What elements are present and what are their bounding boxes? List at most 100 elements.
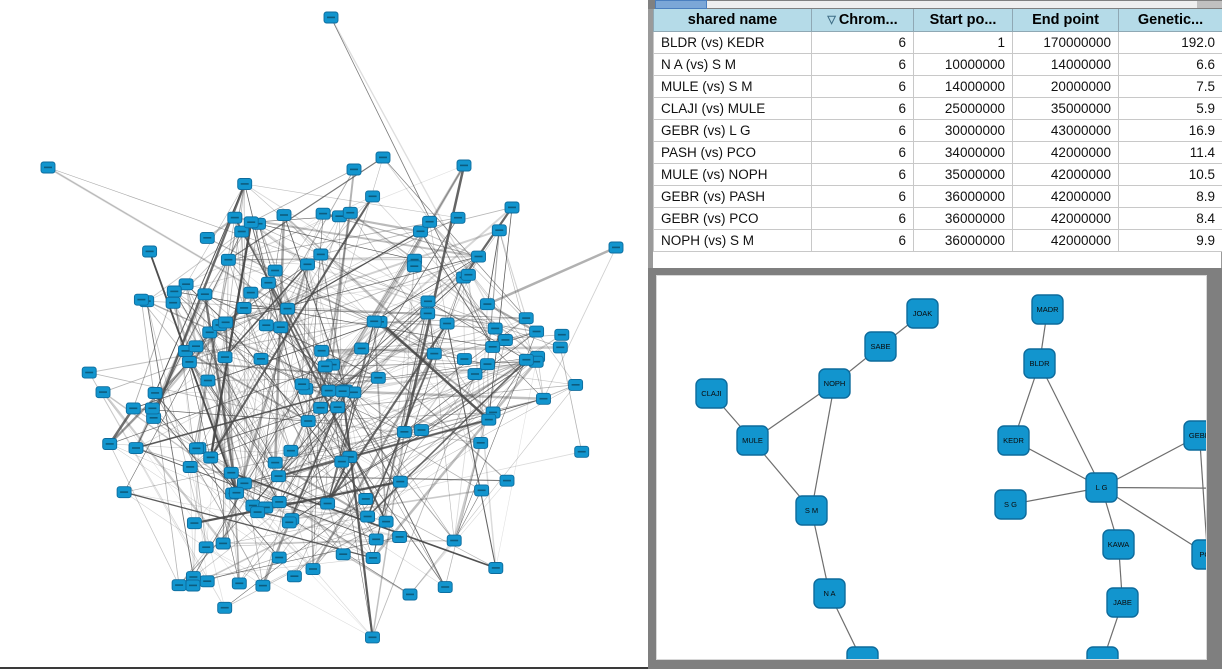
table-cell-genetic[interactable]: 7.5 (1118, 75, 1222, 98)
subnetwork-node-shape[interactable] (1085, 472, 1118, 503)
main-network-node[interactable] (335, 385, 351, 398)
main-network-node[interactable] (378, 515, 394, 528)
main-network-node[interactable] (294, 378, 310, 391)
main-network-node[interactable] (321, 384, 337, 397)
main-network-node[interactable] (283, 444, 299, 457)
main-network-edge[interactable] (146, 300, 343, 463)
main-network-edge[interactable] (206, 547, 373, 638)
main-network-edge[interactable] (267, 282, 387, 523)
main-network-edge[interactable] (278, 475, 328, 504)
main-network-node[interactable] (258, 319, 274, 332)
main-network-node[interactable] (243, 216, 259, 229)
main-network-edge[interactable] (365, 498, 497, 569)
subnetwork-node-shape[interactable] (864, 331, 897, 362)
main-network-edge[interactable] (222, 357, 226, 544)
main-network-node[interactable] (178, 278, 194, 291)
main-network-node[interactable] (568, 378, 584, 391)
main-network-edge[interactable] (223, 539, 455, 545)
subnetwork-node-shape[interactable] (846, 646, 879, 660)
table-cell-genetic[interactable]: 8.4 (1118, 207, 1222, 230)
table-tab-strip[interactable] (648, 0, 1222, 9)
table-cell-shared-name[interactable]: GEBR (vs) PCO (653, 207, 812, 230)
main-network-node[interactable] (536, 392, 551, 405)
table-cell-shared-name[interactable]: PASH (vs) PCO (653, 141, 812, 164)
main-network-edge[interactable] (337, 384, 576, 408)
main-network-node[interactable] (142, 245, 158, 258)
main-network-node[interactable] (271, 551, 287, 564)
main-network-node[interactable] (315, 207, 331, 220)
main-network-edge[interactable] (193, 557, 374, 578)
main-network-edge[interactable] (219, 324, 377, 540)
main-network-node[interactable] (300, 258, 315, 271)
subnetwork-node[interactable]: MULE (736, 425, 769, 456)
main-network-edge[interactable] (385, 266, 415, 522)
column-header-chromosome[interactable]: ▽ Chrom... (811, 9, 914, 32)
main-network-edge[interactable] (185, 350, 309, 422)
main-network-edge[interactable] (453, 331, 537, 541)
main-network-node[interactable] (368, 533, 384, 546)
main-network-node[interactable] (358, 493, 374, 505)
table-cell-chromosome[interactable]: 6 (811, 207, 914, 230)
main-network-edge[interactable] (486, 246, 617, 306)
main-network-edge[interactable] (367, 361, 537, 517)
main-network-edge[interactable] (225, 322, 314, 570)
tab-active-indicator[interactable] (655, 0, 707, 9)
table-cell-start-point[interactable]: 36000000 (913, 207, 1013, 230)
main-network-edge[interactable] (210, 406, 338, 458)
main-network-node[interactable] (375, 151, 391, 164)
main-network-edge[interactable] (372, 373, 476, 638)
subnetwork-node-shape[interactable] (1102, 529, 1135, 560)
table-cell-end-point[interactable]: 14000000 (1012, 53, 1119, 76)
main-network-edge[interactable] (278, 377, 379, 477)
main-network-node[interactable] (231, 577, 247, 590)
main-network-edge[interactable] (420, 230, 479, 258)
main-network-node[interactable] (81, 366, 97, 379)
edge-table-body[interactable]: BLDR (vs) KEDR 6 1 170000000 192.0 N A (vs) S… (653, 31, 1222, 252)
main-network-edge[interactable] (206, 539, 377, 548)
table-cell-shared-name[interactable]: BLDR (vs) KEDR (653, 31, 812, 54)
main-network-edge[interactable] (291, 518, 411, 595)
main-network-node[interactable] (335, 548, 351, 561)
main-network-edge[interactable] (102, 256, 479, 393)
main-network-edge[interactable] (349, 212, 416, 261)
main-network-edge[interactable] (325, 361, 537, 367)
main-network-node[interactable] (271, 470, 286, 483)
main-network-edge[interactable] (345, 390, 481, 444)
main-network-node[interactable] (220, 253, 236, 266)
main-network-edge[interactable] (205, 366, 326, 548)
main-network-edge[interactable] (321, 350, 576, 386)
main-network-edge[interactable] (257, 384, 576, 513)
main-network-edge[interactable] (172, 302, 233, 474)
main-network-edge[interactable] (244, 183, 435, 354)
subnetwork-node-shape[interactable] (1191, 539, 1207, 570)
table-row[interactable]: NOPH (vs) S M 6 36000000 42000000 9.9 (653, 229, 1222, 252)
main-network-edge[interactable] (250, 169, 355, 223)
main-network-edge[interactable] (434, 353, 455, 541)
main-network-node[interactable] (146, 411, 162, 424)
main-network-node[interactable] (480, 358, 495, 371)
main-network-edge[interactable] (339, 216, 343, 462)
main-network-node[interactable] (365, 552, 381, 564)
main-network-node[interactable] (199, 231, 215, 244)
main-network-edge[interactable] (236, 264, 308, 493)
subnetwork-node[interactable]: CLAJI (695, 378, 728, 409)
main-network-nodes[interactable] (40, 11, 624, 644)
table-row[interactable]: MULE (vs) S M 6 14000000 20000000 7.5 (653, 75, 1222, 98)
main-network-edge[interactable] (320, 361, 537, 409)
main-network-edge[interactable] (174, 291, 493, 348)
table-cell-chromosome[interactable]: 6 (811, 31, 914, 54)
main-network-edge[interactable] (135, 447, 377, 540)
main-network-node[interactable] (203, 451, 219, 464)
main-network-edge[interactable] (353, 392, 405, 433)
subnetwork-node[interactable]: JOAK (906, 298, 939, 329)
table-cell-end-point[interactable]: 43000000 (1012, 119, 1119, 142)
main-network-node[interactable] (255, 579, 271, 592)
main-network-edge[interactable] (250, 222, 329, 504)
table-cell-start-point[interactable]: 10000000 (913, 53, 1013, 76)
filter-sort-icon[interactable]: ▽ (827, 14, 836, 26)
main-network-edge[interactable] (332, 313, 428, 365)
main-network-edge[interactable] (124, 491, 377, 540)
table-row[interactable]: MULE (vs) NOPH 6 35000000 42000000 10.5 (653, 163, 1222, 186)
main-network-edge[interactable] (198, 332, 211, 449)
main-network-edge[interactable] (421, 359, 527, 431)
